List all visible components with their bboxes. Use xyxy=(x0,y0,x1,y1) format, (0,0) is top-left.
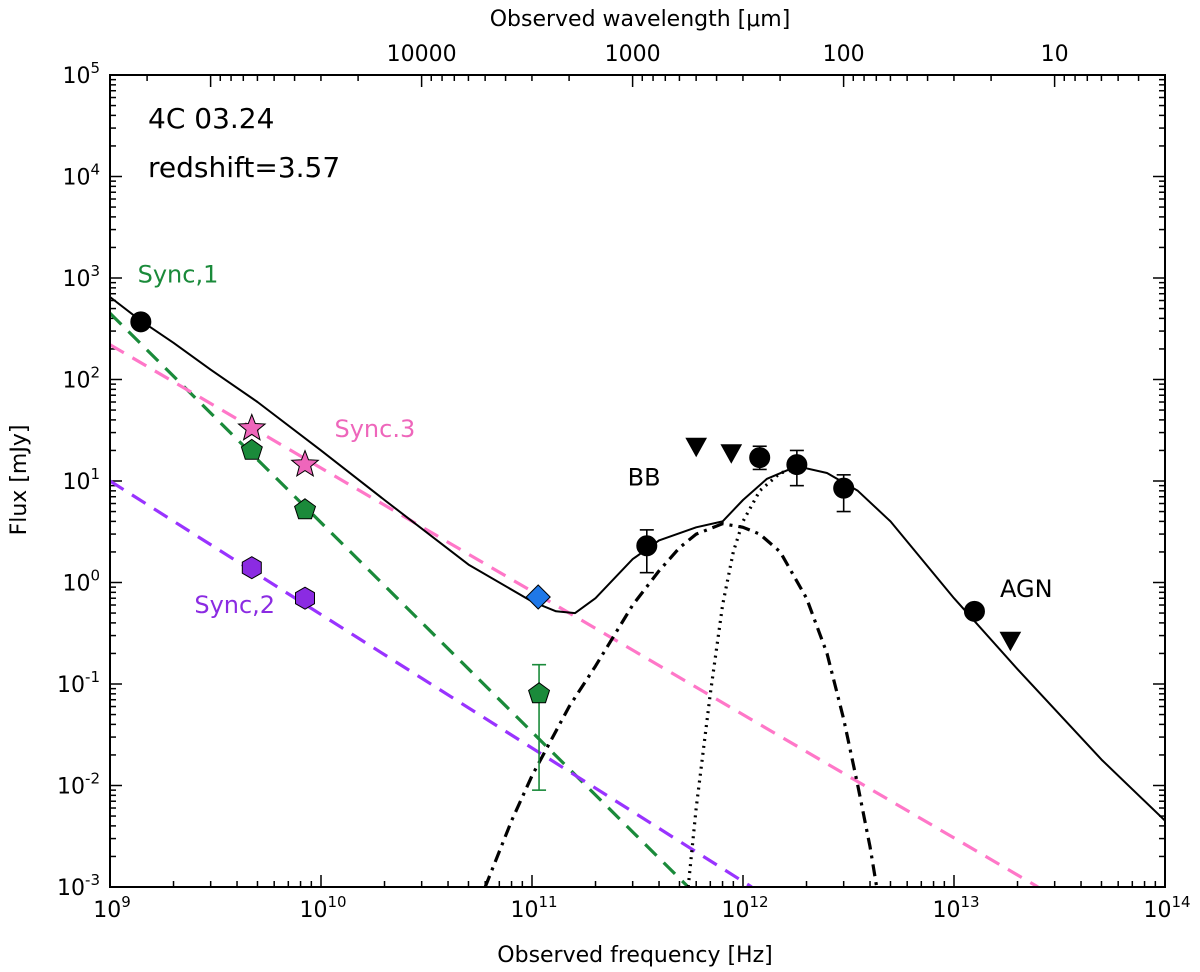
data-point-circle xyxy=(130,311,152,333)
y-axis-title: Flux [mJy] xyxy=(7,425,32,536)
top-tick-label: 10000 xyxy=(387,42,457,67)
data-point-circle xyxy=(833,477,855,499)
curve-sync3 xyxy=(110,343,1039,887)
curve-sync1 xyxy=(110,312,690,887)
curve-sync2 xyxy=(110,479,753,887)
data-point-pentagon xyxy=(528,682,551,704)
data-point-circle xyxy=(749,447,771,469)
source-redshift: redshift=3.57 xyxy=(148,151,340,184)
source-name: 4C 03.24 xyxy=(148,102,274,135)
data-point-pentagon xyxy=(294,498,317,520)
curve-total xyxy=(110,296,1165,822)
data-point-diamond xyxy=(525,584,551,610)
y-tick-label: 10-3 xyxy=(57,871,100,901)
data-markers xyxy=(130,311,1022,791)
component-label: Sync,2 xyxy=(194,591,275,619)
y-tick-label: 10-1 xyxy=(57,668,100,698)
top-tick-label: 1000 xyxy=(605,42,661,67)
y-tick-label: 105 xyxy=(62,59,100,89)
y-tick-label: 104 xyxy=(62,161,100,191)
data-point-hexagon xyxy=(241,556,262,580)
y-tick-label: 100 xyxy=(62,567,100,597)
x-tick-label: 1012 xyxy=(721,893,768,923)
upper-limit-triangle xyxy=(685,437,708,458)
x-tick-label: 1014 xyxy=(1143,893,1190,923)
upper-limit-triangle xyxy=(999,631,1022,652)
y-tick-label: 103 xyxy=(62,262,100,292)
top-tick-label: 100 xyxy=(823,42,865,67)
data-point-circle xyxy=(786,454,808,476)
upper-limit-triangle xyxy=(720,444,743,464)
x-tick-label: 1010 xyxy=(299,893,346,923)
data-point-star xyxy=(237,413,267,441)
component-label: Sync.3 xyxy=(334,415,415,443)
data-point-hexagon xyxy=(295,586,315,610)
component-label: AGN xyxy=(1000,575,1053,603)
x-tick-label: 1013 xyxy=(932,893,979,923)
y-tick-label: 101 xyxy=(62,465,100,495)
data-point-circle xyxy=(636,535,658,557)
component-label: BB xyxy=(628,464,661,492)
plot-frame xyxy=(109,74,1166,888)
x-tick-label: 109 xyxy=(93,893,131,923)
data-point-star xyxy=(290,449,320,478)
data-point-circle xyxy=(963,600,985,622)
x-axis-title: Observed frequency [Hz] xyxy=(497,943,772,968)
component-label: Sync,1 xyxy=(138,261,219,289)
top-tick-label: 10 xyxy=(1041,42,1069,67)
component-labels: Sync,1 Sync.3 Sync,2 BB AGN xyxy=(138,261,1053,619)
x-tick-label: 1011 xyxy=(510,893,557,923)
y-tick-label: 10-2 xyxy=(57,770,100,800)
y-tick-label: 102 xyxy=(62,364,100,394)
data-point-pentagon xyxy=(240,438,263,460)
top-axis-title: Observed wavelength [μm] xyxy=(490,7,791,32)
top-axis-title-text: Observed wavelength [μm] xyxy=(490,7,791,32)
curve-bb-cold xyxy=(483,522,879,887)
source-annotation: 4C 03.24 redshift=3.57 xyxy=(148,102,340,184)
axis-tick-labels: 109 1010 1011 1012 1013 1014 10-3 10-2 10-1 100 10… xyxy=(57,42,1191,923)
